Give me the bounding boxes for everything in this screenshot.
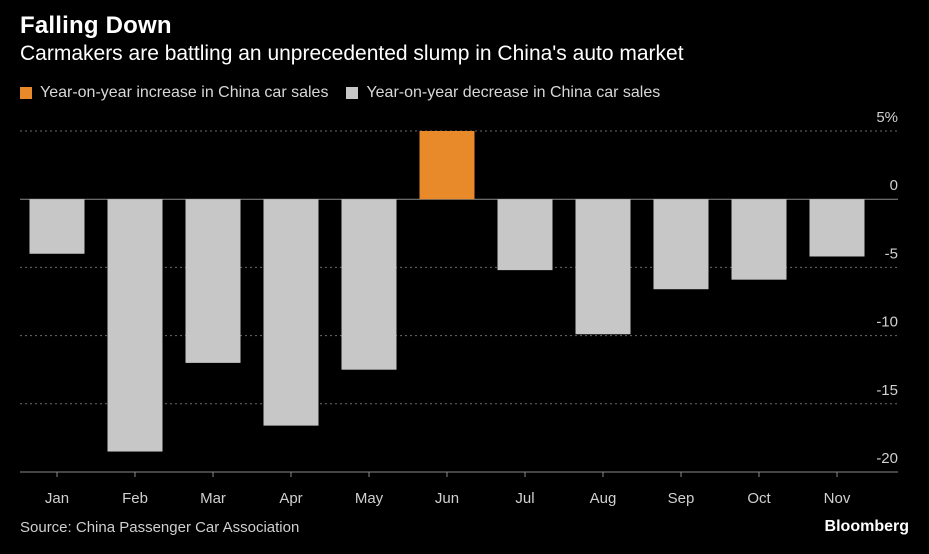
y-tick-label: 0 [890, 177, 898, 194]
y-tick-label: -10 [876, 314, 898, 331]
legend-label-decrease: Year-on-year decrease in China car sales [366, 84, 661, 101]
x-tick-label: Sep [668, 490, 695, 507]
x-tick-label: Apr [279, 490, 302, 507]
bar-feb [107, 199, 163, 452]
source-note: Source: China Passenger Car Association [20, 519, 300, 536]
x-tick-label: Mar [200, 490, 226, 507]
bar-may [341, 199, 397, 370]
x-tick-label: Aug [590, 490, 617, 507]
legend-item-increase: Year-on-year increase in China car sales [20, 84, 328, 102]
x-tick-label: Feb [122, 490, 148, 507]
bar-jun [419, 131, 475, 200]
bar-jan [29, 199, 85, 254]
bar-jul [497, 199, 553, 271]
legend-item-decrease: Year-on-year decrease in China car sales [346, 84, 660, 102]
bar-oct [731, 199, 787, 280]
bar-nov [809, 199, 865, 257]
chart-title: Falling Down [20, 12, 172, 39]
y-tick-label: -15 [876, 382, 898, 399]
bar-aug [575, 199, 631, 335]
x-tick-label: Jun [435, 490, 459, 507]
x-tick-label: Jan [45, 490, 69, 507]
y-tick-label: -20 [876, 450, 898, 467]
bar-apr [263, 199, 319, 426]
y-tick-label: -5 [885, 245, 898, 262]
chart-subtitle: Carmakers are battling an unprecedented … [20, 42, 684, 65]
x-tick-label: May [355, 490, 384, 507]
legend-swatch-decrease [346, 87, 359, 99]
x-tick-label: Jul [515, 490, 534, 507]
bar-sep [653, 199, 709, 290]
x-tick-label: Oct [747, 490, 771, 507]
bloomberg-logo: Bloomberg [824, 518, 909, 535]
legend-label-increase: Year-on-year increase in China car sales [40, 84, 329, 101]
bar-mar [185, 199, 241, 363]
legend-swatch-increase [20, 87, 32, 99]
legend: Year-on-year increase in China car sales… [20, 84, 660, 102]
y-tick-label: 5% [876, 109, 898, 126]
x-tick-label: Nov [824, 490, 851, 507]
